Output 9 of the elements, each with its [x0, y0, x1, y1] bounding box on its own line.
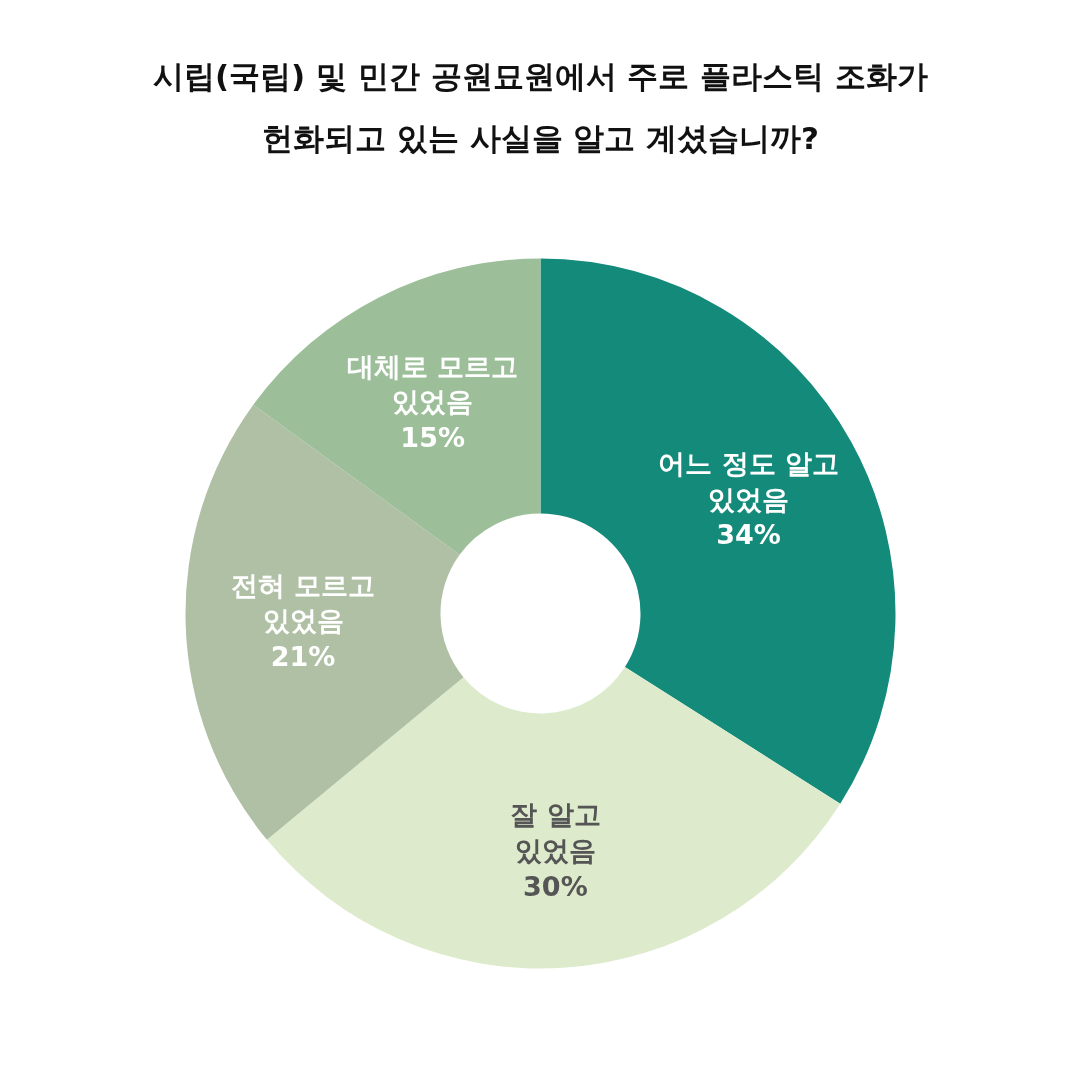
- data-label: 34%: [716, 519, 781, 551]
- data-label: 30%: [523, 870, 588, 902]
- slice-label: 잘 알고 있었음: [510, 799, 601, 867]
- slice-label: 대체로 모르고 있었음: [346, 350, 519, 418]
- slice-label: 어느 정도 알고 있었음: [658, 447, 840, 515]
- data-label: 15%: [400, 422, 465, 454]
- data-label: 21%: [270, 641, 336, 673]
- chart-title: 시립(국립) 및 민간 공원묘원에서 주로 플라스틱 조화가 헌화되고 있는 사실을 알고 계셨습니까?: [152, 57, 929, 156]
- slice-label: 전혀 모르고 있었음: [230, 569, 376, 637]
